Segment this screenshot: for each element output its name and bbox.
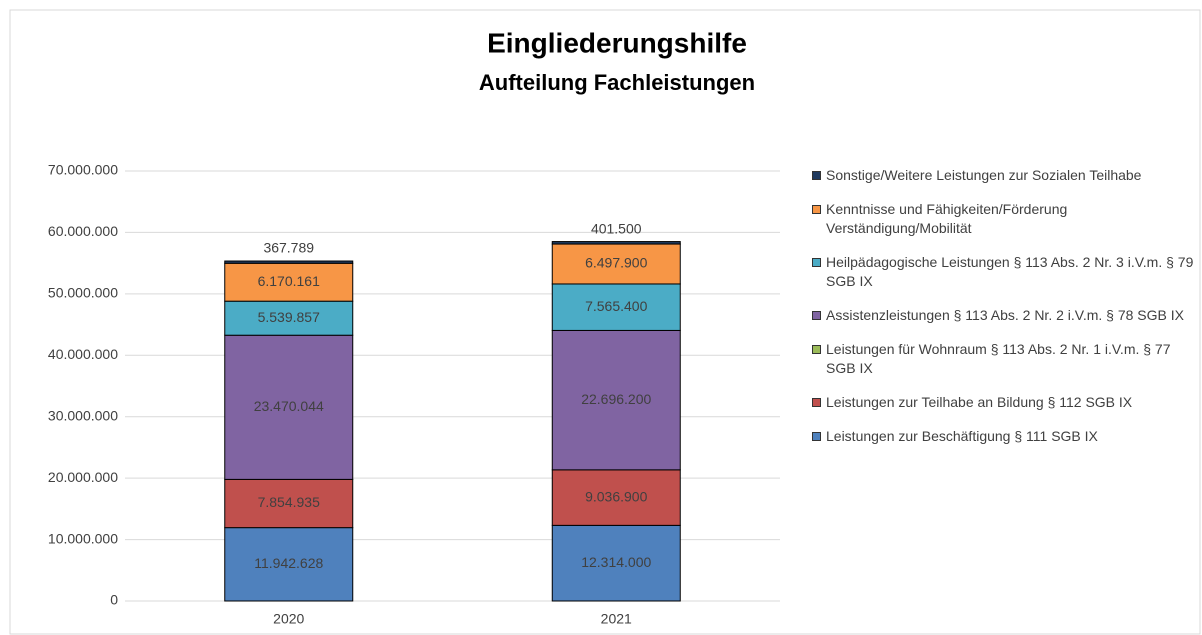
bar-segment bbox=[551, 329, 681, 471]
data-label: 367.789 bbox=[263, 240, 314, 256]
chart-subtitle: Aufteilung Fachleistungen bbox=[479, 70, 755, 95]
chart-border bbox=[9, 9, 1201, 635]
legend-label: Leistungen zur Teilhabe an Bildung § 112… bbox=[826, 394, 1133, 410]
data-label: 22.696.200 bbox=[581, 391, 651, 407]
legend-item: Sonstige/Weitere Leistungen zur Sozialen… bbox=[812, 166, 1200, 185]
legend-item: Assistenzleistungen § 113 Abs. 2 Nr. 2 i… bbox=[812, 306, 1200, 325]
x-tick-label: 2021 bbox=[601, 611, 632, 627]
bar-segment bbox=[224, 527, 354, 602]
legend-swatch bbox=[812, 171, 821, 180]
chart-title: Eingliederungshilfe bbox=[487, 27, 747, 58]
data-label: 401.500 bbox=[591, 220, 642, 236]
bar-segment bbox=[551, 241, 681, 245]
y-tick-label: 20.000.000 bbox=[48, 469, 118, 485]
data-label: 9.036.900 bbox=[585, 488, 647, 504]
bar-segment bbox=[224, 260, 354, 264]
data-label: 6.497.900 bbox=[585, 255, 647, 271]
data-label: 11.942.628 bbox=[254, 555, 323, 571]
legend-label: Leistungen für Wohnraum § 113 Abs. 2 Nr.… bbox=[826, 341, 1171, 376]
data-label: 23.470.044 bbox=[254, 398, 324, 414]
bar-segment bbox=[551, 283, 681, 331]
data-label: 12.314.000 bbox=[581, 554, 651, 570]
legend-label: Assistenzleistungen § 113 Abs. 2 Nr. 2 i… bbox=[826, 307, 1184, 323]
y-tick-label: 10.000.000 bbox=[48, 530, 118, 546]
bar-segment bbox=[224, 262, 354, 302]
y-tick-label: 0 bbox=[110, 592, 118, 608]
data-label: 5.539.857 bbox=[258, 309, 320, 325]
y-tick-label: 50.000.000 bbox=[48, 285, 118, 301]
legend-item: Leistungen für Wohnraum § 113 Abs. 2 Nr.… bbox=[812, 340, 1200, 378]
legend: Sonstige/Weitere Leistungen zur Sozialen… bbox=[812, 166, 1200, 461]
legend-label: Heilpädagogische Leistungen § 113 Abs. 2… bbox=[826, 254, 1194, 289]
legend-label: Kenntnisse und Fähigkeiten/Förderung Ver… bbox=[826, 201, 1068, 236]
legend-item: Leistungen zur Beschäftigung § 111 SGB I… bbox=[812, 427, 1200, 446]
legend-swatch bbox=[812, 311, 821, 320]
data-label: 7.854.935 bbox=[258, 494, 320, 510]
legend-swatch bbox=[812, 205, 821, 214]
legend-swatch bbox=[812, 258, 821, 267]
data-label: 6.170.161 bbox=[258, 273, 320, 289]
legend-item: Leistungen zur Teilhabe an Bildung § 112… bbox=[812, 393, 1200, 412]
y-tick-label: 60.000.000 bbox=[48, 223, 118, 239]
bar-segment bbox=[551, 469, 681, 526]
bar-segment bbox=[551, 524, 681, 602]
legend-swatch bbox=[812, 432, 821, 441]
legend-label: Leistungen zur Beschäftigung § 111 SGB I… bbox=[826, 428, 1098, 444]
legend-item: Heilpädagogische Leistungen § 113 Abs. 2… bbox=[812, 253, 1200, 291]
x-tick-label: 2020 bbox=[273, 611, 304, 627]
data-label: 7.565.400 bbox=[585, 298, 647, 314]
bar-segment bbox=[224, 300, 354, 336]
legend-item: Kenntnisse und Fähigkeiten/Förderung Ver… bbox=[812, 200, 1200, 238]
legend-label: Sonstige/Weitere Leistungen zur Sozialen… bbox=[826, 167, 1142, 183]
legend-swatch bbox=[812, 345, 821, 354]
y-tick-label: 70.000.000 bbox=[48, 162, 118, 178]
y-tick-label: 40.000.000 bbox=[48, 346, 118, 362]
legend-swatch bbox=[812, 398, 821, 407]
y-tick-label: 30.000.000 bbox=[48, 407, 118, 423]
